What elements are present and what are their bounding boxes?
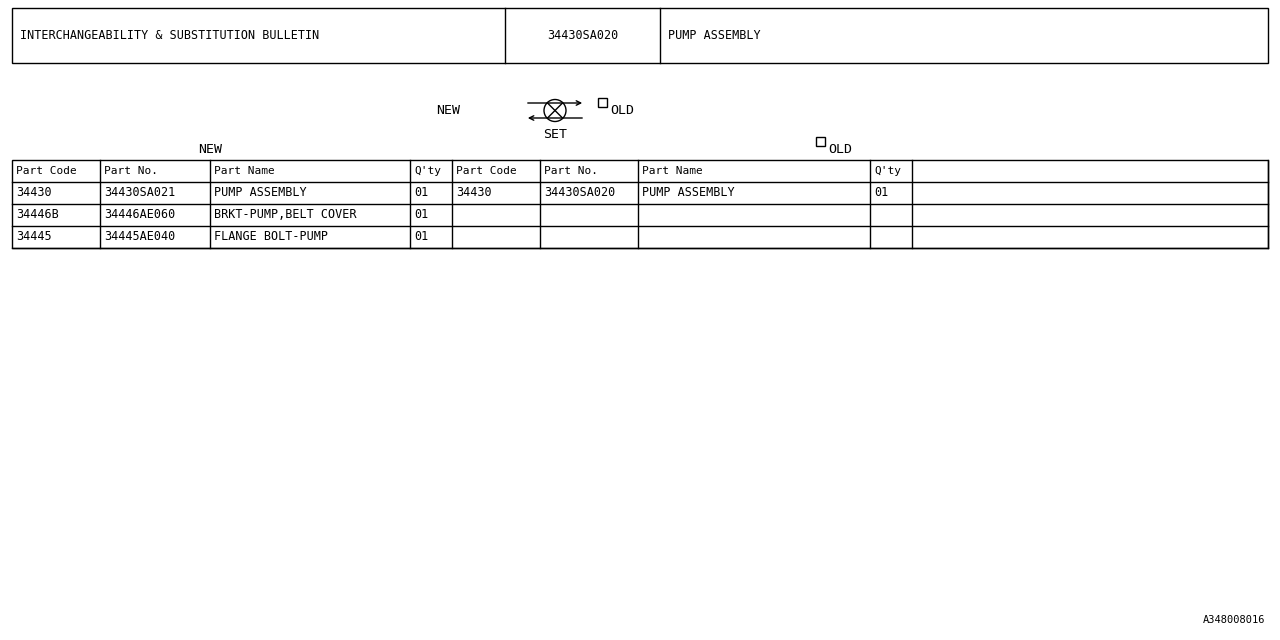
Text: 34446B: 34446B xyxy=(15,209,59,221)
Text: FLANGE BOLT-PUMP: FLANGE BOLT-PUMP xyxy=(214,230,328,243)
Bar xyxy=(12,8,1268,63)
Text: INTERCHANGEABILITY & SUBSTITUTION BULLETIN: INTERCHANGEABILITY & SUBSTITUTION BULLET… xyxy=(20,29,319,42)
Bar xyxy=(12,160,1268,248)
Text: Part No.: Part No. xyxy=(544,166,598,176)
Bar xyxy=(598,98,607,107)
Text: 01: 01 xyxy=(413,230,429,243)
Text: A348008016: A348008016 xyxy=(1202,615,1265,625)
Text: 34445: 34445 xyxy=(15,230,51,243)
Text: 34445AE040: 34445AE040 xyxy=(104,230,175,243)
Text: 34430SA020: 34430SA020 xyxy=(547,29,618,42)
Text: BRKT-PUMP,BELT COVER: BRKT-PUMP,BELT COVER xyxy=(214,209,357,221)
Text: Part No.: Part No. xyxy=(104,166,157,176)
Text: 34430SA020: 34430SA020 xyxy=(544,186,616,200)
Text: Part Name: Part Name xyxy=(214,166,275,176)
Text: 01: 01 xyxy=(413,186,429,200)
Text: PUMP ASSEMBLY: PUMP ASSEMBLY xyxy=(214,186,307,200)
Text: Part Code: Part Code xyxy=(15,166,77,176)
Text: 34446AE060: 34446AE060 xyxy=(104,209,175,221)
Text: 34430SA021: 34430SA021 xyxy=(104,186,175,200)
Text: OLD: OLD xyxy=(611,104,634,117)
Text: PUMP ASSEMBLY: PUMP ASSEMBLY xyxy=(668,29,760,42)
Text: Q'ty: Q'ty xyxy=(874,166,901,176)
Text: Part Code: Part Code xyxy=(456,166,517,176)
Text: PUMP ASSEMBLY: PUMP ASSEMBLY xyxy=(643,186,735,200)
Bar xyxy=(817,137,826,146)
Text: 01: 01 xyxy=(874,186,888,200)
Text: Q'ty: Q'ty xyxy=(413,166,442,176)
Text: SET: SET xyxy=(543,128,567,141)
Text: 34430: 34430 xyxy=(15,186,51,200)
Text: Part Name: Part Name xyxy=(643,166,703,176)
Text: 01: 01 xyxy=(413,209,429,221)
Text: 34430: 34430 xyxy=(456,186,492,200)
Text: OLD: OLD xyxy=(828,143,852,156)
Text: NEW: NEW xyxy=(198,143,221,156)
Text: NEW: NEW xyxy=(436,104,460,117)
